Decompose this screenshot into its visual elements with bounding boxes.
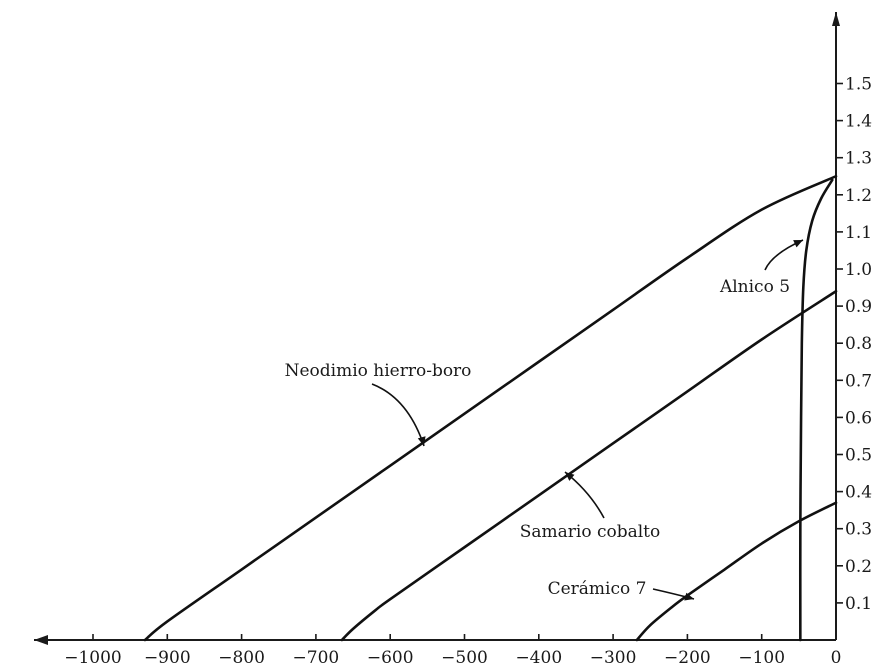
- label-ceramico-7: Cerámico 7: [548, 579, 647, 599]
- ceramico-pointer-head: [684, 592, 694, 601]
- y-tick-label: 1.4: [845, 112, 872, 132]
- y-tick-label: 0.9: [845, 297, 872, 317]
- x-tick-label: −300: [590, 648, 637, 668]
- annotations: Neodimio hierro-boro Samario cobalto Cer…: [285, 239, 804, 601]
- y-tick-label: 1.1: [845, 223, 872, 243]
- y-tick-label: 0.2: [845, 557, 872, 577]
- x-tick-label: −500: [441, 648, 488, 668]
- label-samario-cobalto: Samario cobalto: [520, 522, 661, 542]
- y-tick-label: 1.5: [845, 75, 872, 95]
- y-axis-arrowhead: [832, 12, 840, 26]
- alnico-pointer-head: [793, 240, 803, 248]
- y-tick-label: 0.4: [845, 483, 872, 503]
- curves: [143, 174, 838, 642]
- samario-pointer-head: [565, 472, 575, 481]
- x-tick-label: −100: [738, 648, 785, 668]
- y-tick-label: 1.3: [845, 149, 872, 169]
- x-tick-label: −1000: [64, 648, 122, 668]
- x-tick-label: −900: [144, 648, 191, 668]
- x-tick-label: −700: [293, 648, 340, 668]
- curve-neodimio-hierro-boro: [143, 174, 838, 642]
- y-tick-label: 0.8: [845, 334, 872, 354]
- neodimio-pointer-head: [417, 436, 426, 446]
- x-tick-label: −800: [218, 648, 265, 668]
- curve-ceramico-7: [635, 501, 838, 642]
- axes: −1000 −900 −800 −700 −600 −500 −400 −300 −200 −10…: [34, 12, 872, 668]
- label-alnico-5: Alnico 5: [719, 277, 790, 297]
- curve-samario-cobalto: [340, 289, 838, 642]
- x-axis-arrowhead: [34, 635, 48, 645]
- y-tick-label: 0.6: [845, 408, 872, 428]
- y-tick-label: 0.3: [845, 520, 872, 540]
- y-tick-label: 0.1: [845, 594, 872, 614]
- x-tick-label: −200: [664, 648, 711, 668]
- neodimio-pointer-line: [371, 383, 425, 447]
- x-tick-label: −600: [367, 648, 414, 668]
- label-neodimio-hierro-boro: Neodimio hierro-boro: [285, 361, 472, 381]
- y-tick-label: 1.0: [845, 260, 872, 280]
- y-tick-label: 1.2: [845, 186, 872, 206]
- x-tick-label: 0: [831, 648, 842, 668]
- y-tick-label: 0.5: [845, 446, 872, 466]
- x-tick-label: −400: [515, 648, 562, 668]
- curve-alnico-5: [798, 178, 834, 642]
- y-tick-label: 0.7: [845, 371, 872, 391]
